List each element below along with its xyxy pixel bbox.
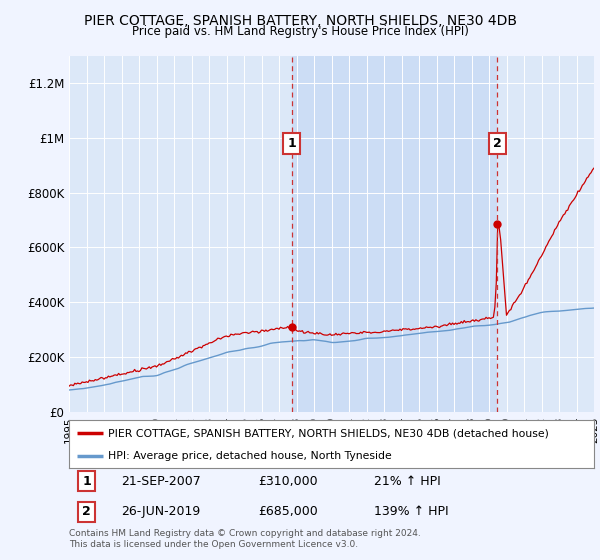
Text: 21% ↑ HPI: 21% ↑ HPI — [373, 474, 440, 488]
Text: Price paid vs. HM Land Registry's House Price Index (HPI): Price paid vs. HM Land Registry's House … — [131, 25, 469, 38]
Text: HPI: Average price, detached house, North Tyneside: HPI: Average price, detached house, Nort… — [109, 451, 392, 461]
Text: 2: 2 — [493, 137, 502, 150]
Text: £310,000: £310,000 — [258, 474, 317, 488]
Text: 139% ↑ HPI: 139% ↑ HPI — [373, 505, 448, 519]
Text: Contains HM Land Registry data © Crown copyright and database right 2024.
This d: Contains HM Land Registry data © Crown c… — [69, 529, 421, 549]
Text: PIER COTTAGE, SPANISH BATTERY, NORTH SHIELDS, NE30 4DB: PIER COTTAGE, SPANISH BATTERY, NORTH SHI… — [83, 14, 517, 28]
Text: £685,000: £685,000 — [258, 505, 318, 519]
Text: 2: 2 — [82, 505, 91, 519]
Text: 21-SEP-2007: 21-SEP-2007 — [121, 474, 201, 488]
Text: 1: 1 — [82, 474, 91, 488]
Text: PIER COTTAGE, SPANISH BATTERY, NORTH SHIELDS, NE30 4DB (detached house): PIER COTTAGE, SPANISH BATTERY, NORTH SHI… — [109, 428, 549, 438]
Bar — [292, 56, 497, 412]
Text: 1: 1 — [287, 137, 296, 150]
Text: 26-JUN-2019: 26-JUN-2019 — [121, 505, 201, 519]
